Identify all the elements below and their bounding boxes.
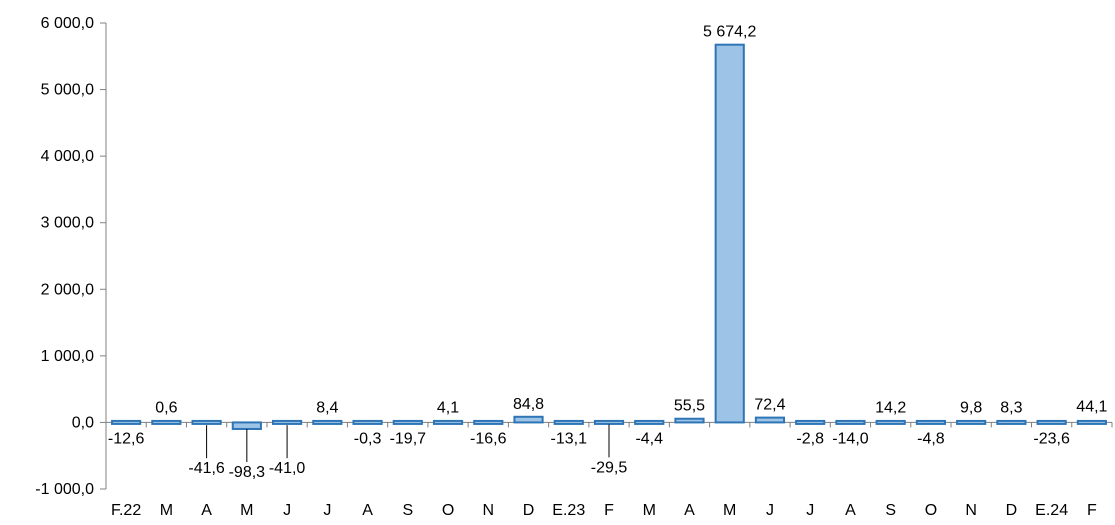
y-tick-label: 1 000,0 xyxy=(41,348,94,365)
x-category-label: F xyxy=(604,502,614,519)
y-tick-label: 2 000,0 xyxy=(41,281,94,298)
x-category-label: A xyxy=(362,502,373,519)
data-label: 8,3 xyxy=(1000,399,1022,416)
x-category-label: M xyxy=(240,502,253,519)
bar xyxy=(754,416,786,424)
bar xyxy=(231,421,262,430)
x-category-label: M xyxy=(723,502,736,519)
data-label: -0,3 xyxy=(354,430,382,447)
data-label: -41,0 xyxy=(269,460,306,477)
data-label: -14,0 xyxy=(832,430,869,447)
x-category-label: A xyxy=(684,502,695,519)
data-label: -98,3 xyxy=(229,464,266,481)
bar xyxy=(553,419,584,425)
x-category-label: F xyxy=(1087,502,1097,519)
data-label: -4,8 xyxy=(917,430,945,447)
data-label: 44,1 xyxy=(1076,398,1107,415)
y-tick-label: 0,0 xyxy=(72,414,94,431)
bar xyxy=(956,419,987,425)
bar xyxy=(271,419,303,425)
data-label: 9,8 xyxy=(960,399,982,416)
x-category-label: M xyxy=(643,502,656,519)
bar xyxy=(1036,419,1067,425)
bar-series xyxy=(111,43,1107,430)
x-category-label: J xyxy=(766,502,774,519)
bar xyxy=(714,43,745,424)
data-label: -4,4 xyxy=(635,430,663,447)
bar xyxy=(835,419,866,425)
data-label: 4,1 xyxy=(437,399,459,416)
x-category-label: J xyxy=(806,502,814,519)
data-label: 0,6 xyxy=(155,399,177,416)
bar xyxy=(392,419,423,425)
x-category-label: F.22 xyxy=(111,502,141,519)
bar xyxy=(473,419,504,425)
data-label: -16,6 xyxy=(470,430,507,447)
data-label: 5 674,2 xyxy=(703,24,756,41)
bar xyxy=(674,417,705,424)
bar xyxy=(111,419,142,425)
y-tick-label: -1 000,0 xyxy=(35,481,94,498)
bar xyxy=(593,419,625,425)
data-label: -41,6 xyxy=(188,460,225,477)
y-tick-label: 5 000,0 xyxy=(41,82,94,99)
data-label: 55,5 xyxy=(674,398,705,415)
data-label: 8,4 xyxy=(316,399,338,416)
x-category-label: M xyxy=(160,502,173,519)
x-category-label: N xyxy=(965,502,977,519)
x-category-label: D xyxy=(1006,502,1018,519)
y-tick-label: 3 000,0 xyxy=(41,215,94,232)
bar xyxy=(151,419,182,425)
data-label: -2,8 xyxy=(796,430,824,447)
x-category-label: E.23 xyxy=(552,502,585,519)
bar xyxy=(312,419,343,425)
bar xyxy=(1076,419,1107,425)
y-tick-label: 4 000,0 xyxy=(41,148,94,165)
x-category-label: S xyxy=(402,502,413,519)
data-label: -13,1 xyxy=(551,430,588,447)
label-leader-lines xyxy=(206,424,610,462)
x-category-label: S xyxy=(885,502,896,519)
data-label: 72,4 xyxy=(754,397,785,414)
x-category-label: A xyxy=(845,502,856,519)
data-label: -23,6 xyxy=(1033,430,1070,447)
x-category-label: J xyxy=(283,502,291,519)
x-category-label: O xyxy=(442,502,454,519)
bar xyxy=(352,419,383,425)
data-label: 84,8 xyxy=(513,396,544,413)
bar xyxy=(513,415,544,424)
y-axis: -1 000,0 0,0 1 000,0 2 000,0 3 000,0 4 000,0 5… xyxy=(35,15,107,498)
x-category-label: N xyxy=(482,502,494,519)
x-category-label: D xyxy=(523,502,535,519)
bar xyxy=(191,419,222,425)
x-category-label: E.24 xyxy=(1035,502,1068,519)
bar xyxy=(432,419,464,425)
x-category-label: J xyxy=(323,502,331,519)
bar xyxy=(795,419,826,425)
bar xyxy=(996,419,1027,425)
data-labels: -12,6 0,6 -41,6 -98,3 -41,0 8,4 -0,3 -19,7 4,1 -1… xyxy=(108,24,1108,481)
bar xyxy=(915,419,947,425)
data-label: -12,6 xyxy=(108,430,145,447)
x-category-label: O xyxy=(925,502,937,519)
data-label: -19,7 xyxy=(390,430,427,447)
bar xyxy=(634,419,665,425)
data-label: 14,2 xyxy=(875,399,906,416)
bar xyxy=(875,419,906,425)
x-category-label: A xyxy=(201,502,212,519)
data-label: -29,5 xyxy=(591,459,628,476)
y-tick-label: 6 000,0 xyxy=(41,15,94,32)
